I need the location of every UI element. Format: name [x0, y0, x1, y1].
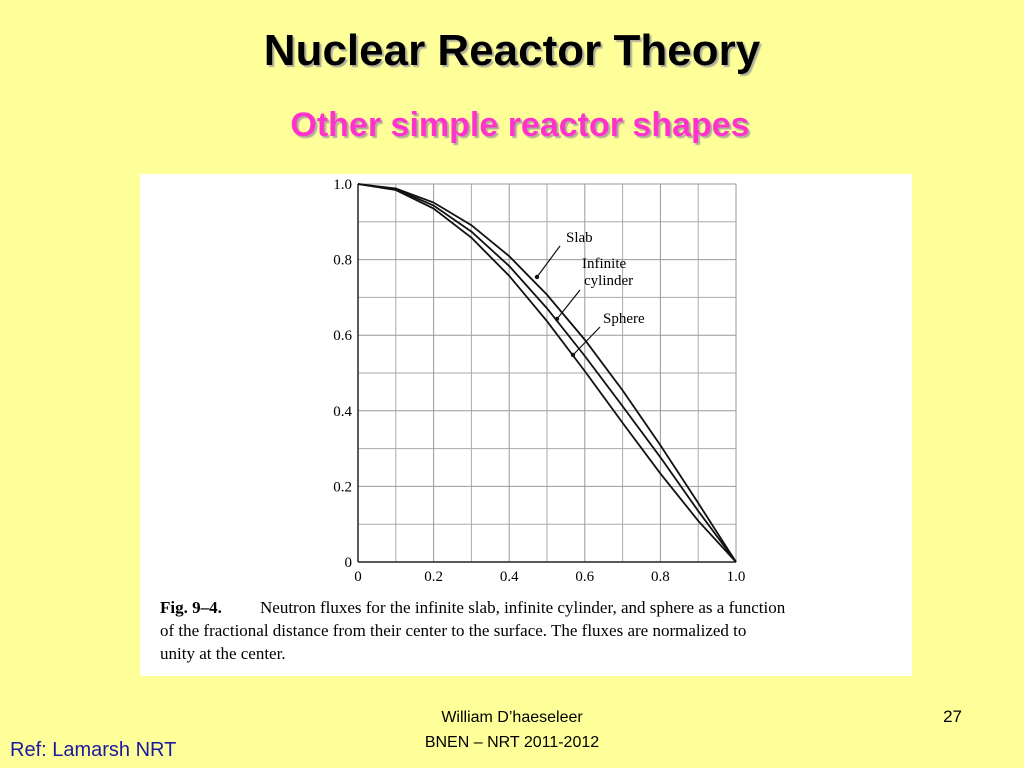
author: William D’haeseleer [441, 709, 583, 726]
x-tick-label: 0.2 [424, 569, 443, 585]
y-tick-label: 0.8 [333, 253, 352, 269]
y-tick-label: 0 [345, 555, 353, 571]
annotation: Sphere [603, 311, 645, 327]
caption-line: of the fractional distance from their ce… [160, 621, 746, 640]
y-tick-label: 0.4 [333, 404, 352, 420]
annotation-arrow [536, 245, 561, 278]
caption-label: Fig. 9–4. [160, 598, 222, 617]
series-line [357, 183, 737, 563]
slide-title: Nuclear Reactor Theory [264, 26, 761, 75]
x-tick-label: 1.0 [727, 569, 746, 585]
caption-line: Neutron fluxes for the infinite slab, in… [260, 598, 786, 617]
annotation: Slab [566, 230, 593, 246]
x-tick-label: 0.8 [651, 569, 670, 585]
slide-subtitle: Other simple reactor shapes [290, 106, 749, 144]
series-line [357, 183, 737, 563]
y-tick-label: 0.6 [333, 328, 352, 344]
series-line [357, 183, 737, 563]
annotation: Infinite [582, 256, 626, 272]
reference: Ref: Lamarsh NRT [10, 739, 176, 761]
arrow-head [554, 316, 560, 322]
figure-panel [140, 174, 912, 676]
annotation-arrow [572, 326, 601, 356]
annotation-arrow [556, 289, 581, 320]
chart: 0 0.2 0.4 0.6 0.8 1.0 0 0.2 0.4 0.6 0.8 1.0 Slab Infi… [160, 177, 786, 663]
x-tick-label: 0.4 [500, 569, 519, 585]
arrow-head [570, 352, 576, 358]
course: BNEN – NRT 2011-2012 [425, 734, 599, 751]
x-tick-label: 0.6 [575, 569, 594, 585]
arrow-head [534, 274, 540, 280]
page-number: 27 [943, 707, 962, 726]
y-tick-label: 0.2 [333, 479, 352, 495]
caption-line: unity at the center. [160, 644, 286, 663]
y-tick-label: 1.0 [333, 177, 352, 193]
annotation: cylinder [584, 273, 633, 289]
x-tick-label: 0 [354, 569, 362, 585]
